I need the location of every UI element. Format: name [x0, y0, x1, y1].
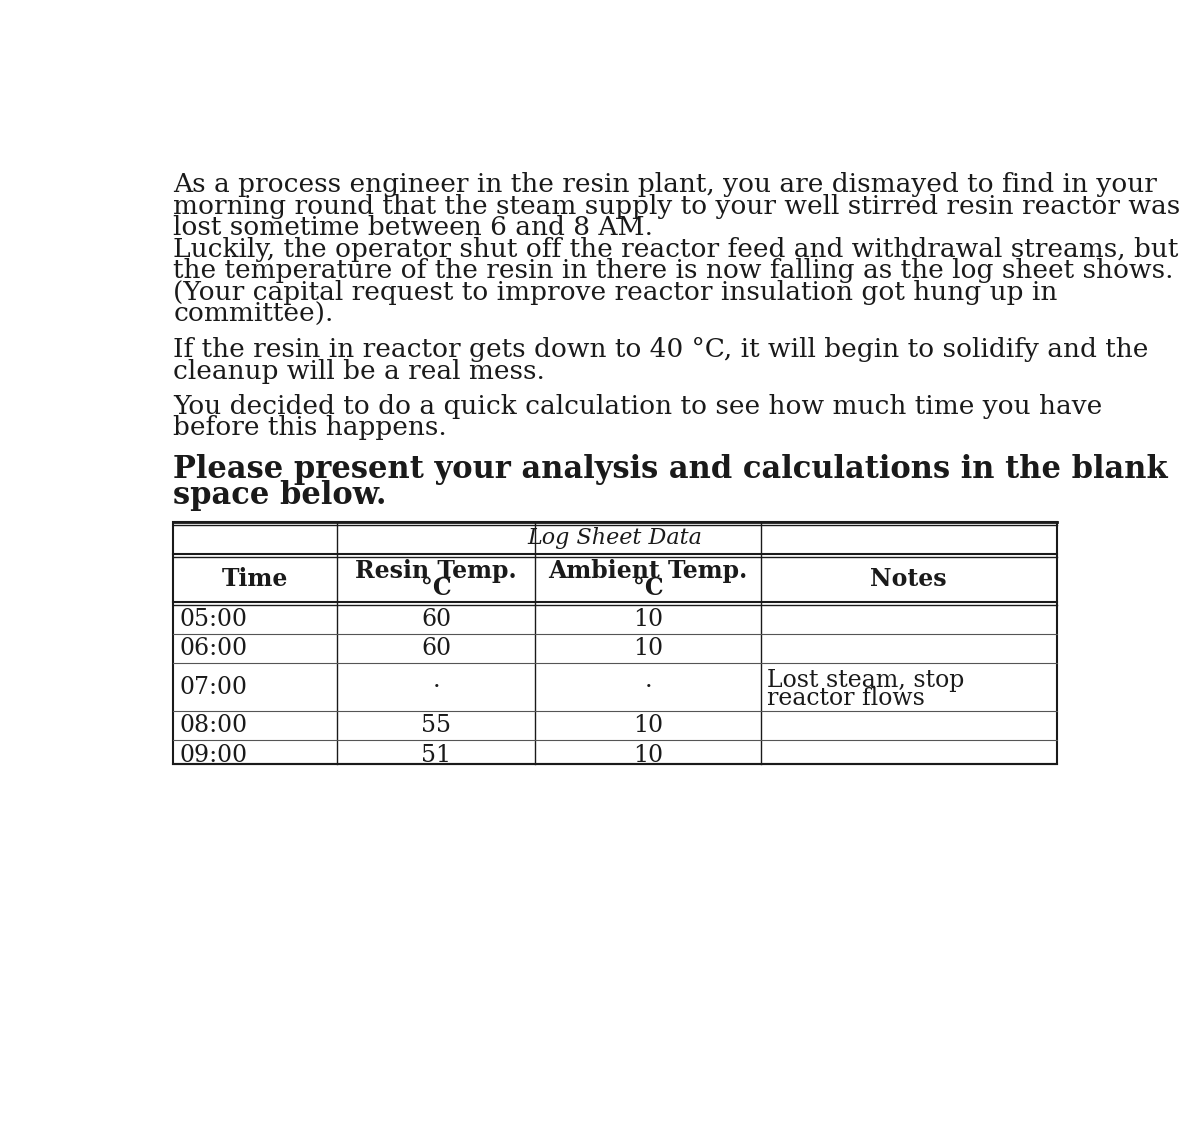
Text: 09:00: 09:00	[180, 744, 247, 767]
Text: Time: Time	[222, 567, 288, 591]
Text: 55: 55	[421, 714, 451, 737]
Text: 10: 10	[634, 714, 664, 737]
Text: cleanup will be a real mess.: cleanup will be a real mess.	[173, 359, 545, 384]
Text: the temperature of the resin in there is now falling as the log sheet shows.: the temperature of the resin in there is…	[173, 258, 1174, 283]
Text: lost sometime between 6 and 8 AM.: lost sometime between 6 and 8 AM.	[173, 215, 653, 241]
Bar	[173, 521, 1057, 763]
Text: ·: ·	[432, 676, 440, 699]
Text: 05:00: 05:00	[180, 609, 247, 631]
Text: Resin Temp.: Resin Temp.	[355, 558, 517, 582]
Text: Lost steam, stop: Lost steam, stop	[767, 669, 965, 692]
Text: Notes: Notes	[870, 567, 947, 591]
Text: 10: 10	[634, 637, 664, 660]
Text: (Your capital request to improve reactor insulation got hung up in: (Your capital request to improve reactor…	[173, 280, 1057, 305]
Text: 51: 51	[421, 744, 451, 767]
Text: before this happens.: before this happens.	[173, 416, 446, 440]
Text: space below.: space below.	[173, 480, 386, 511]
Text: °C: °C	[632, 575, 664, 599]
Text: Ambient Temp.: Ambient Temp.	[548, 558, 748, 582]
Text: ·: ·	[644, 676, 652, 699]
Text: 08:00: 08:00	[180, 714, 247, 737]
Text: committee).: committee).	[173, 301, 334, 327]
Text: 10: 10	[634, 609, 664, 631]
Text: 10: 10	[634, 744, 664, 767]
Text: Please present your analysis and calculations in the blank: Please present your analysis and calcula…	[173, 454, 1168, 485]
Text: reactor flows: reactor flows	[767, 686, 925, 709]
Text: 06:00: 06:00	[180, 637, 247, 660]
Text: Log Sheet Data: Log Sheet Data	[528, 527, 702, 549]
Text: morning round that the steam supply to your well stirred resin reactor was: morning round that the steam supply to y…	[173, 194, 1181, 219]
Text: 60: 60	[421, 609, 451, 631]
Text: As a process engineer in the resin plant, you are dismayed to find in your: As a process engineer in the resin plant…	[173, 172, 1157, 197]
Text: 07:00: 07:00	[180, 676, 247, 699]
Text: If the resin in reactor gets down to 40 °C, it will begin to solidify and the: If the resin in reactor gets down to 40 …	[173, 337, 1148, 362]
Text: °C: °C	[421, 575, 451, 599]
Text: Luckily, the operator shut off the reactor feed and withdrawal streams, but: Luckily, the operator shut off the react…	[173, 237, 1178, 261]
Text: 60: 60	[421, 637, 451, 660]
Text: You decided to do a quick calculation to see how much time you have: You decided to do a quick calculation to…	[173, 394, 1103, 419]
